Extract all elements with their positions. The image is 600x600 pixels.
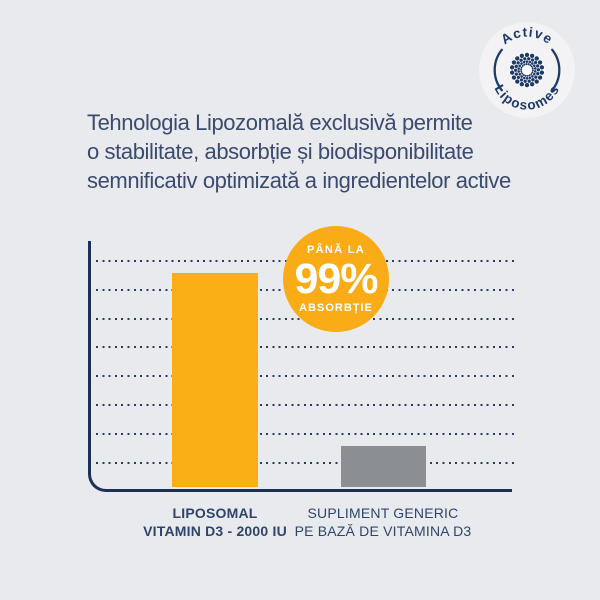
bar-generic-supplement: [341, 446, 426, 487]
headline-line2: o stabilitate, absorbție și biodisponibi…: [87, 139, 474, 164]
label-generic-line1: SUPLIMENT GENERIC: [307, 505, 459, 521]
liposome-seal-icon: Active Liposomes: [479, 22, 575, 118]
bar-liposomal-vitamin-d3: [172, 273, 258, 487]
headline-line1: Tehnologia Lipozomală exclusivă permite: [87, 110, 473, 135]
chart-axis: [88, 241, 512, 492]
label-generic: SUPLIMENT GENERIC PE BAZĂ DE VITAMINA D3: [276, 504, 490, 540]
badge-right-arc: [551, 48, 561, 92]
gridline: [96, 346, 514, 348]
label-liposomal-line1: LIPOSOMAL: [172, 505, 258, 521]
highlight-prefix: PÂNĂ LA: [307, 244, 365, 256]
gridline: [96, 462, 514, 464]
absorption-highlight-circle: PÂNĂ LA 99% ABSORBȚIE: [283, 226, 389, 332]
highlight-suffix: ABSORBȚIE: [299, 302, 373, 314]
badge-left-arc: [493, 48, 503, 92]
gridline: [96, 375, 514, 377]
gridline: [96, 404, 514, 406]
highlight-value: 99%: [294, 255, 378, 303]
headline-line3: semnificativ optimizată a ingredientelor…: [87, 168, 511, 193]
gridline: [96, 433, 514, 435]
headline: Tehnologia Lipozomală exclusivă permite …: [87, 108, 537, 195]
badge-top-text: Active: [498, 25, 556, 48]
label-liposomal: LIPOSOMAL VITAMIN D3 - 2000 IU: [110, 504, 320, 540]
label-liposomal-line2: VITAMIN D3 - 2000 IU: [143, 523, 287, 539]
label-generic-line2: PE BAZĂ DE VITAMINA D3: [294, 523, 472, 539]
active-liposomes-badge: Active Liposomes: [477, 20, 577, 120]
